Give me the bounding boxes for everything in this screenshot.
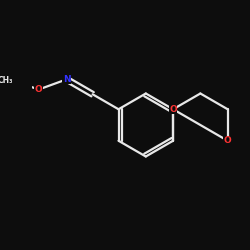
Text: O: O [224, 136, 232, 145]
Text: O: O [35, 85, 42, 94]
Text: O: O [169, 105, 177, 114]
Text: CH₃: CH₃ [0, 76, 14, 85]
Text: N: N [63, 75, 70, 84]
